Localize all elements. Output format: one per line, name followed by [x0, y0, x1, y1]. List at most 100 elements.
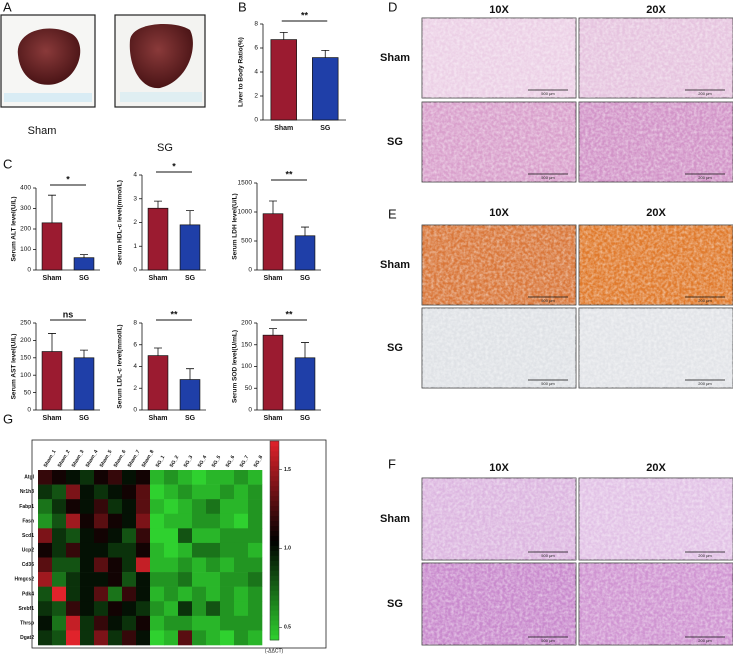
row-label: SG	[387, 598, 403, 610]
y-tick-label: 300	[20, 205, 31, 212]
heatmap-cell	[206, 513, 221, 529]
heatmap-cell	[80, 601, 95, 617]
x-tick-label: Sham	[42, 415, 61, 422]
significance-label: **	[170, 309, 178, 319]
image-texture	[579, 478, 733, 560]
heatmap-cell	[94, 542, 109, 558]
heatmap-cell	[52, 601, 67, 617]
colorbar-tick-label: 1.5	[284, 467, 291, 473]
x-tick-label: Sham	[42, 275, 61, 282]
column-header: 10X	[489, 4, 509, 16]
heatmap-cell	[94, 499, 109, 515]
heatmap-cell	[94, 601, 109, 617]
scale-bar-label: 500 μm	[541, 638, 555, 643]
heatmap-cell	[136, 557, 151, 573]
y-tick-label: 8	[133, 320, 137, 327]
colorbar-step	[270, 625, 279, 631]
colorbar-step	[270, 615, 279, 621]
heatmap-cell	[122, 586, 137, 602]
heatmap-cell	[178, 615, 193, 631]
colorbar-step	[270, 595, 279, 601]
heatmap-cell	[108, 615, 123, 631]
scale-bar-label: 500 μm	[541, 298, 555, 303]
heatmap-cell	[136, 470, 151, 485]
scale-bar-label: 500 μm	[541, 553, 555, 558]
image-texture	[422, 563, 576, 645]
heatmap-cell	[52, 542, 67, 558]
column-label: SG_1	[155, 454, 167, 468]
heatmap-cell	[164, 513, 179, 529]
heatmap-cell	[234, 601, 249, 617]
heatmap-cell	[136, 630, 151, 646]
heatmap-cell	[234, 513, 249, 529]
bar	[262, 334, 284, 411]
y-tick-label: 0	[248, 267, 252, 274]
heatmap-cell	[66, 615, 81, 631]
heatmap-cell	[248, 557, 263, 573]
heatmap-cell	[122, 630, 137, 646]
heatmap-cell	[38, 484, 53, 500]
row-label: Sham	[380, 259, 410, 271]
heatmap-cell	[150, 513, 165, 529]
heatmap-cell	[178, 499, 193, 515]
heatmap-cell	[80, 542, 95, 558]
heatmap-cell	[220, 513, 235, 529]
row-label: Pdk4	[22, 591, 34, 597]
bar	[270, 39, 297, 121]
heatmap-cell	[164, 630, 179, 646]
heatmap-cell	[178, 572, 193, 587]
panel-label: D	[388, 0, 397, 14]
heatmap-cell	[52, 513, 67, 529]
y-tick-label: 150	[20, 355, 31, 362]
heatmap-cell	[122, 470, 137, 485]
heatmap-cell	[136, 615, 151, 631]
heatmap-cell	[248, 586, 263, 602]
column-label: Sham_6	[113, 449, 128, 469]
bar	[147, 355, 169, 411]
heatmap-frame	[31, 439, 327, 649]
heatmap-cell	[38, 601, 53, 617]
column-label: Sham_7	[127, 449, 142, 469]
heatmap-cell	[108, 630, 123, 646]
heatmap-cell	[248, 499, 263, 515]
heatmap-cell	[192, 601, 207, 617]
heatmap-cell	[122, 484, 137, 500]
heatmap-cell	[220, 499, 235, 515]
heatmap-cell	[38, 572, 53, 587]
heatmap-cell	[164, 586, 179, 602]
heatmap-cell	[80, 630, 95, 646]
row-label: Hmgcs2	[15, 577, 35, 583]
heatmap-cell	[66, 557, 81, 573]
heatmap-cell	[164, 557, 179, 573]
heatmap-cell	[206, 499, 221, 515]
colorbar-step	[270, 530, 279, 536]
bar	[41, 351, 63, 411]
y-tick-label: 0	[254, 117, 258, 124]
heatmap-cell	[150, 572, 165, 587]
column-header: 10X	[489, 207, 509, 219]
heatmap-cell	[80, 586, 95, 602]
heatmap-cell	[150, 601, 165, 617]
heatmap-cell	[108, 572, 123, 587]
row-label: Dgat2	[20, 635, 34, 641]
heatmap-cell	[248, 630, 263, 646]
heatmap-cell	[108, 484, 123, 500]
liver-image	[17, 28, 81, 85]
colorbar-step	[270, 460, 279, 467]
scale-bar-label: 200 μm	[698, 175, 712, 180]
heatmap-cell	[136, 528, 151, 544]
heatmap-cell	[178, 601, 193, 617]
column-label: Sham_1	[43, 449, 58, 469]
heatmap-cell	[66, 542, 81, 558]
row-label: Ucp2	[22, 548, 34, 554]
heatmap-cell	[122, 601, 137, 617]
colorbar-step	[270, 490, 279, 497]
heatmap-cell	[192, 513, 207, 529]
heatmap-cell	[248, 513, 263, 529]
y-tick-label: 400	[20, 185, 31, 192]
row-label: SG	[387, 136, 403, 148]
colorbar-frame	[269, 440, 280, 641]
heatmap-cell	[178, 513, 193, 529]
row-label: Sham	[380, 513, 410, 525]
heatmap-cell	[80, 470, 95, 485]
